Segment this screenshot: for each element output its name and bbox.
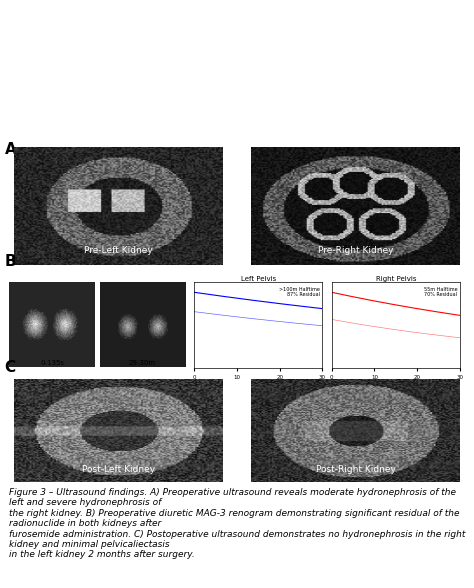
- Title: Right Pelvis: Right Pelvis: [375, 276, 416, 282]
- Text: Post-Right Kidney: Post-Right Kidney: [316, 465, 395, 474]
- Text: 29-30m: 29-30m: [128, 360, 156, 366]
- Text: A: A: [5, 142, 17, 158]
- Text: Pre-Right Kidney: Pre-Right Kidney: [318, 246, 393, 255]
- Text: B: B: [5, 254, 17, 269]
- Text: C: C: [5, 360, 16, 375]
- Text: Figure 3 – Ultrasound findings. A) Preoperative ultrasound reveals moderate hydr: Figure 3 – Ultrasound findings. A) Preop…: [9, 488, 466, 559]
- Text: Pre-Left Kidney: Pre-Left Kidney: [84, 246, 153, 255]
- Text: >100m Halftime
87% Residual: >100m Halftime 87% Residual: [279, 286, 320, 298]
- Title: Left Pelvis: Left Pelvis: [241, 276, 276, 282]
- Text: 0-135s: 0-135s: [40, 360, 64, 366]
- Text: 55m Halftime
70% Residual: 55m Halftime 70% Residual: [424, 286, 457, 298]
- Text: Post-Left Kidney: Post-Left Kidney: [82, 465, 155, 474]
